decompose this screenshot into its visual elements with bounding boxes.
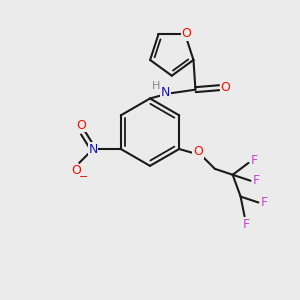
Text: H: H	[152, 81, 160, 91]
Text: O: O	[193, 146, 203, 158]
Text: F: F	[243, 218, 250, 231]
Text: O: O	[181, 27, 191, 40]
Text: O: O	[76, 119, 86, 132]
Text: O: O	[71, 164, 81, 177]
Text: −: −	[79, 172, 88, 182]
Text: O: O	[220, 81, 230, 94]
Text: N: N	[88, 142, 98, 155]
Text: F: F	[261, 196, 268, 209]
Text: F: F	[251, 154, 258, 167]
Text: F: F	[253, 174, 260, 187]
Text: N: N	[161, 86, 170, 99]
